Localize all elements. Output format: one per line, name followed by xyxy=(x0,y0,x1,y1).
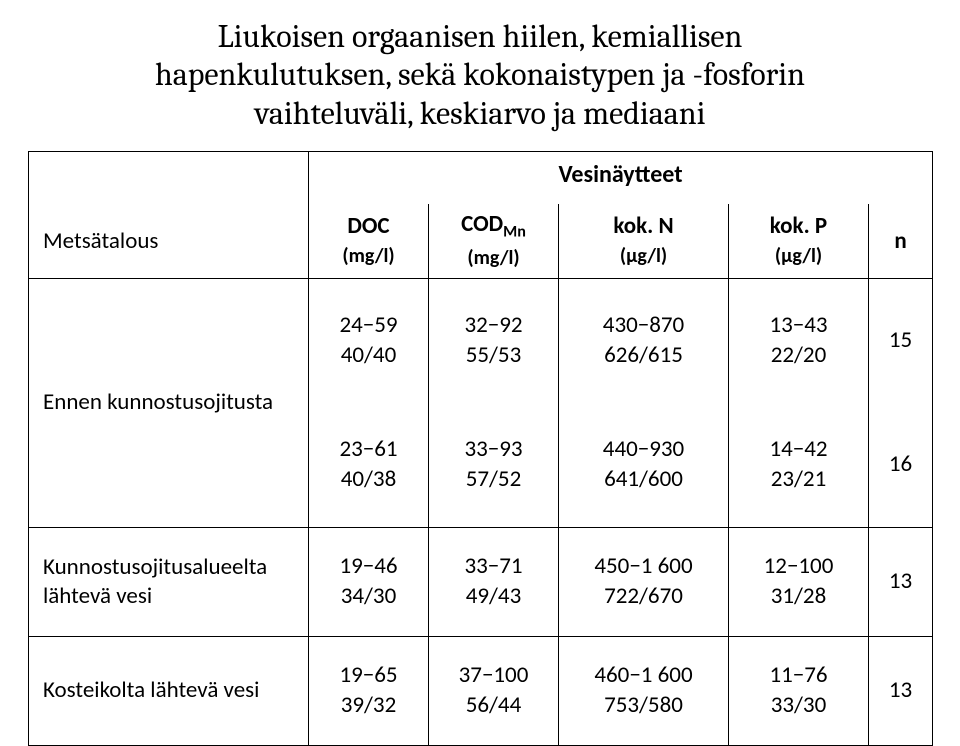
table-row: Ennen kunnostusojitusta 24−59 40/40 32−9… xyxy=(29,278,933,403)
cell-n-r3: 13 xyxy=(869,527,933,636)
val-mean: 22/20 xyxy=(771,341,827,369)
val-mean: 40/40 xyxy=(341,341,397,369)
table-row: Metsätalous DOC (mg/l) CODMn (mg/l) kok.… xyxy=(29,204,933,278)
cell-doc-r3: 19−46 34/30 xyxy=(309,527,429,636)
cell-cod-r4: 37−100 56/44 xyxy=(429,636,559,745)
super-header: Vesinäytteet xyxy=(309,152,933,205)
row-header-kunnostus-b: lähtevä vesi xyxy=(43,582,152,610)
col-header-kokp: kok. P (µg/l) xyxy=(729,204,869,278)
val-range: 440−930 xyxy=(603,435,684,463)
cell-doc-r4: 19−65 39/32 xyxy=(309,636,429,745)
val-mean: 39/32 xyxy=(341,691,397,719)
table-row: Kosteikolta lähtevä vesi 19−65 39/32 37−… xyxy=(29,636,933,745)
col-header-kokn-unit: (µg/l) xyxy=(620,244,667,268)
val-n: 15 xyxy=(889,326,912,354)
val-range: 450−1 600 xyxy=(594,552,692,580)
val-range: 460−1 600 xyxy=(594,661,692,689)
cell-n-r4: 13 xyxy=(869,636,933,745)
val-n: 16 xyxy=(889,450,912,478)
val-range: 430−870 xyxy=(603,311,684,339)
row-header-ennen: Ennen kunnostusojitusta xyxy=(29,278,309,527)
col-header-cod-sub: Mn xyxy=(503,223,526,242)
heading-line-1: Liukoisen orgaanisen hiilen, kemiallisen xyxy=(218,18,743,55)
val-range: 13−43 xyxy=(769,311,827,339)
val-mean: 753/580 xyxy=(604,691,683,719)
val-mean: 626/615 xyxy=(604,341,683,369)
row-header-kunnostus-a: Kunnostusojitusalueelta xyxy=(43,553,267,581)
page: Liukoisen orgaanisen hiilen, kemiallisen… xyxy=(0,0,960,746)
cell-kokn-r2a: 430−870 626/615 xyxy=(559,278,729,403)
val-mean: 31/28 xyxy=(771,582,827,610)
val-range: 23−61 xyxy=(339,435,397,463)
val-range: 14−42 xyxy=(769,435,827,463)
col-header-doc-unit: (mg/l) xyxy=(342,244,394,268)
cell-kokn-r4: 460−1 600 753/580 xyxy=(559,636,729,745)
col-header-doc: DOC (mg/l) xyxy=(309,204,429,278)
cell-cod-r2b: 33−93 57/52 xyxy=(429,403,559,528)
col-header-cod-unit: (mg/l) xyxy=(467,246,519,270)
col-header-kokp-main: kok. P xyxy=(770,212,827,240)
col-header-doc-main: DOC xyxy=(347,212,389,240)
val-mean: 33/30 xyxy=(771,691,827,719)
val-mean: 55/53 xyxy=(466,341,522,369)
cell-kokn-r3: 450−1 600 722/670 xyxy=(559,527,729,636)
cell-doc-r2b: 23−61 40/38 xyxy=(309,403,429,528)
val-mean: 40/38 xyxy=(341,465,397,493)
val-range: 11−76 xyxy=(769,661,827,689)
val-mean: 49/43 xyxy=(466,582,522,610)
heading-line-2: hapenkulutuksen, sekä kokonaistypen ja -… xyxy=(155,56,805,93)
val-range: 12−100 xyxy=(764,552,834,580)
col-header-kokp-unit: (µg/l) xyxy=(775,244,822,268)
row-header-kunnostus: Kunnostusojitusalueelta lähtevä vesi xyxy=(29,527,309,636)
cell-kokp-r3: 12−100 31/28 xyxy=(729,527,869,636)
val-mean: 34/30 xyxy=(341,582,397,610)
page-title: Liukoisen orgaanisen hiilen, kemiallisen… xyxy=(28,18,932,133)
val-mean: 57/52 xyxy=(466,465,522,493)
row-header-metsatalous: Metsätalous xyxy=(29,204,309,278)
val-range: 33−71 xyxy=(464,552,522,580)
val-mean: 722/670 xyxy=(604,582,683,610)
val-range: 24−59 xyxy=(339,311,397,339)
heading-line-3: vaihteluväli, keskiarvo ja mediaani xyxy=(254,95,705,132)
row-header-kosteikolta: Kosteikolta lähtevä vesi xyxy=(29,636,309,745)
cell-kokp-r4: 11−76 33/30 xyxy=(729,636,869,745)
val-range: 33−93 xyxy=(464,435,522,463)
cell-n-r2b: 16 xyxy=(869,403,933,528)
val-range: 32−92 xyxy=(464,311,522,339)
col-header-cod-pre: COD xyxy=(461,210,503,238)
table-row: Vesinäytteet xyxy=(29,152,933,205)
val-range: 37−100 xyxy=(459,661,529,689)
cell-cod-r3: 33−71 49/43 xyxy=(429,527,559,636)
cell-cod-r2a: 32−92 55/53 xyxy=(429,278,559,403)
col-header-n-main: n xyxy=(894,227,906,255)
val-mean: 23/21 xyxy=(771,465,827,493)
val-mean: 641/600 xyxy=(604,465,683,493)
cell-kokp-r2a: 13−43 22/20 xyxy=(729,278,869,403)
table-row: Kunnostusojitusalueelta lähtevä vesi 19−… xyxy=(29,527,933,636)
col-header-n: n xyxy=(869,204,933,278)
empty-cell xyxy=(29,152,309,205)
cell-doc-r2a: 24−59 40/40 xyxy=(309,278,429,403)
cell-kokn-r2b: 440−930 641/600 xyxy=(559,403,729,528)
val-n: 13 xyxy=(889,567,912,595)
val-range: 19−65 xyxy=(339,661,397,689)
val-range: 19−46 xyxy=(339,552,397,580)
col-header-cod: CODMn (mg/l) xyxy=(429,204,559,278)
val-n: 13 xyxy=(889,676,912,704)
data-table: Vesinäytteet Metsätalous DOC (mg/l) CODM… xyxy=(28,151,933,745)
col-header-kokn: kok. N (µg/l) xyxy=(559,204,729,278)
val-mean: 56/44 xyxy=(466,691,522,719)
col-header-kokn-main: kok. N xyxy=(613,212,673,240)
cell-n-r2a: 15 xyxy=(869,278,933,403)
cell-kokp-r2b: 14−42 23/21 xyxy=(729,403,869,528)
